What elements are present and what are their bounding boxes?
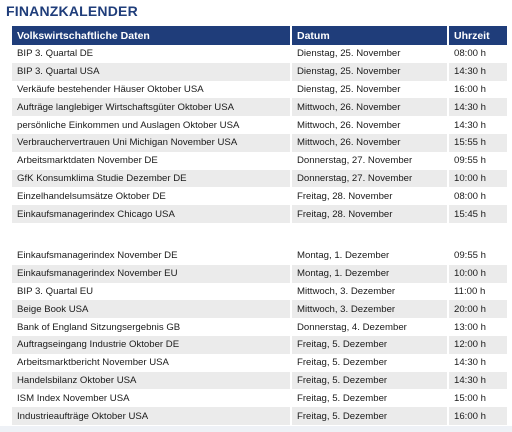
event-date: Dienstag, 25. November: [291, 62, 449, 81]
event-time: 10:00 h: [448, 264, 507, 283]
table-row: Industrieaufträge Oktober USA Freitag, 5.…: [12, 407, 507, 425]
event-name: Arbeitsmarktdaten November DE: [12, 151, 292, 170]
table-row: Beige Book USA Mittwoch, 3. Dezember 20:00…: [12, 300, 507, 319]
event-time: 13:00 h: [448, 318, 507, 336]
event-time: 12:00 h: [448, 335, 507, 354]
event-name: persönliche Einkommen und Auslagen Oktob…: [12, 116, 292, 134]
table-row: Handelsbilanz Oktober USA Freitag, 5. Dez…: [12, 371, 507, 390]
event-time: 14:30 h: [448, 98, 507, 117]
column-header-date: Datum: [291, 26, 449, 45]
event-time: 09:55 h: [448, 151, 507, 170]
event-date: Freitag, 5. Dezember: [291, 389, 449, 408]
event-date: Freitag, 5. Dezember: [291, 371, 449, 390]
event-name: Industrieaufträge Oktober USA: [12, 407, 292, 425]
table-row: Arbeitsmarktdaten November DE Donnerstag,…: [12, 151, 507, 170]
event-time: 20:00 h: [448, 300, 507, 319]
header-row: Volkswirtschaftliche Daten Datum Uhrzeit: [12, 26, 507, 45]
event-time: 15:45 h: [448, 205, 507, 223]
event-name: Einkaufsmanagerindex November DE: [12, 246, 292, 265]
table-row: Aufträge langlebiger Wirtschaftsgüter Ok…: [12, 98, 507, 117]
event-name: BIP 3. Quartal DE: [12, 45, 292, 63]
calendar-table: Volkswirtschaftliche Daten Datum Uhrzeit…: [12, 26, 507, 425]
event-time: 08:00 h: [448, 45, 507, 63]
event-name: Handelsbilanz Oktober USA: [12, 371, 292, 390]
table-row: Einkaufsmanagerindex November EU Montag, …: [12, 264, 507, 283]
table-row: BIP 3. Quartal DE Dienstag, 25. November 0…: [12, 45, 507, 63]
table-row: persönliche Einkommen und Auslagen Oktob…: [12, 116, 507, 134]
event-date: Dienstag, 25. November: [291, 80, 449, 99]
bottom-band: [0, 426, 512, 432]
event-date: Dienstag, 25. November: [291, 45, 449, 63]
event-name: Beige Book USA: [12, 300, 292, 319]
table-row: Arbeitsmarktbericht November USA Freitag,…: [12, 353, 507, 372]
event-time: 14:30 h: [448, 62, 507, 81]
table-row: BIP 3. Quartal EU Mittwoch, 3. Dezember 11…: [12, 282, 507, 301]
column-header-data: Volkswirtschaftliche Daten: [12, 26, 292, 45]
event-date: Freitag, 5. Dezember: [291, 335, 449, 354]
event-date: Mittwoch, 26. November: [291, 98, 449, 117]
event-time: 15:55 h: [448, 133, 507, 152]
group-spacer: [12, 222, 507, 247]
event-date: Freitag, 28. November: [291, 187, 449, 206]
table-row: GfK Konsumklima Studie Dezember DE Donner…: [12, 169, 507, 188]
table-row: Bank of England Sitzungsergebnis GB Donne…: [12, 318, 507, 336]
event-date: Donnerstag, 4. Dezember: [291, 318, 449, 336]
event-name: Verbrauchervertrauen Uni Michigan Novemb…: [12, 133, 292, 152]
event-name: ISM Index November USA: [12, 389, 292, 408]
table-row: Verkäufe bestehender Häuser Oktober USA D…: [12, 80, 507, 99]
event-time: 15:00 h: [448, 389, 507, 408]
event-name: Aufträge langlebiger Wirtschaftsgüter Ok…: [12, 98, 292, 117]
event-name: BIP 3. Quartal EU: [12, 282, 292, 301]
event-name: Bank of England Sitzungsergebnis GB: [12, 318, 292, 336]
event-date: Freitag, 28. November: [291, 205, 449, 223]
event-date: Mittwoch, 26. November: [291, 116, 449, 134]
table-row: Einkaufsmanagerindex November DE Montag, …: [12, 246, 507, 265]
calendar-body: BIP 3. Quartal DE Dienstag, 25. November 0…: [12, 45, 507, 425]
event-date: Donnerstag, 27. November: [291, 169, 449, 188]
event-time: 16:00 h: [448, 407, 507, 425]
event-time: 10:00 h: [448, 169, 507, 188]
event-date: Mittwoch, 3. Dezember: [291, 282, 449, 301]
event-date: Montag, 1. Dezember: [291, 264, 449, 283]
event-name: Einzelhandelsumsätze Oktober DE: [12, 187, 292, 206]
event-name: Einkaufsmanagerindex Chicago USA: [12, 205, 292, 223]
event-time: 09:55 h: [448, 246, 507, 265]
event-name: Einkaufsmanagerindex November EU: [12, 264, 292, 283]
event-date: Mittwoch, 26. November: [291, 133, 449, 152]
event-name: BIP 3. Quartal USA: [12, 62, 292, 81]
table-row: Einkaufsmanagerindex Chicago USA Freitag,…: [12, 205, 507, 223]
event-date: Donnerstag, 27. November: [291, 151, 449, 170]
event-date: Mittwoch, 3. Dezember: [291, 300, 449, 319]
table-row: ISM Index November USA Freitag, 5. Dezemb…: [12, 389, 507, 408]
event-name: Verkäufe bestehender Häuser Oktober USA: [12, 80, 292, 99]
event-name: Auftragseingang Industrie Oktober DE: [12, 335, 292, 354]
table-row: Einzelhandelsumsätze Oktober DE Freitag, …: [12, 187, 507, 206]
table-row: BIP 3. Quartal USA Dienstag, 25. November…: [12, 62, 507, 81]
event-time: 11:00 h: [448, 282, 507, 301]
event-time: 14:30 h: [448, 353, 507, 372]
event-date: Freitag, 5. Dezember: [291, 407, 449, 425]
event-name: Arbeitsmarktbericht November USA: [12, 353, 292, 372]
event-time: 08:00 h: [448, 187, 507, 206]
event-date: Freitag, 5. Dezember: [291, 353, 449, 372]
column-header-time: Uhrzeit: [448, 26, 507, 45]
table-row: Auftragseingang Industrie Oktober DE Frei…: [12, 335, 507, 354]
event-date: Montag, 1. Dezember: [291, 246, 449, 265]
event-time: 14:30 h: [448, 116, 507, 134]
event-name: GfK Konsumklima Studie Dezember DE: [12, 169, 292, 188]
table-row: Verbrauchervertrauen Uni Michigan Novemb…: [12, 133, 507, 152]
event-time: 16:00 h: [448, 80, 507, 99]
group-spacer-cell: [12, 222, 507, 247]
page-title: FINANZKALENDER: [6, 3, 138, 19]
event-time: 14:30 h: [448, 371, 507, 390]
